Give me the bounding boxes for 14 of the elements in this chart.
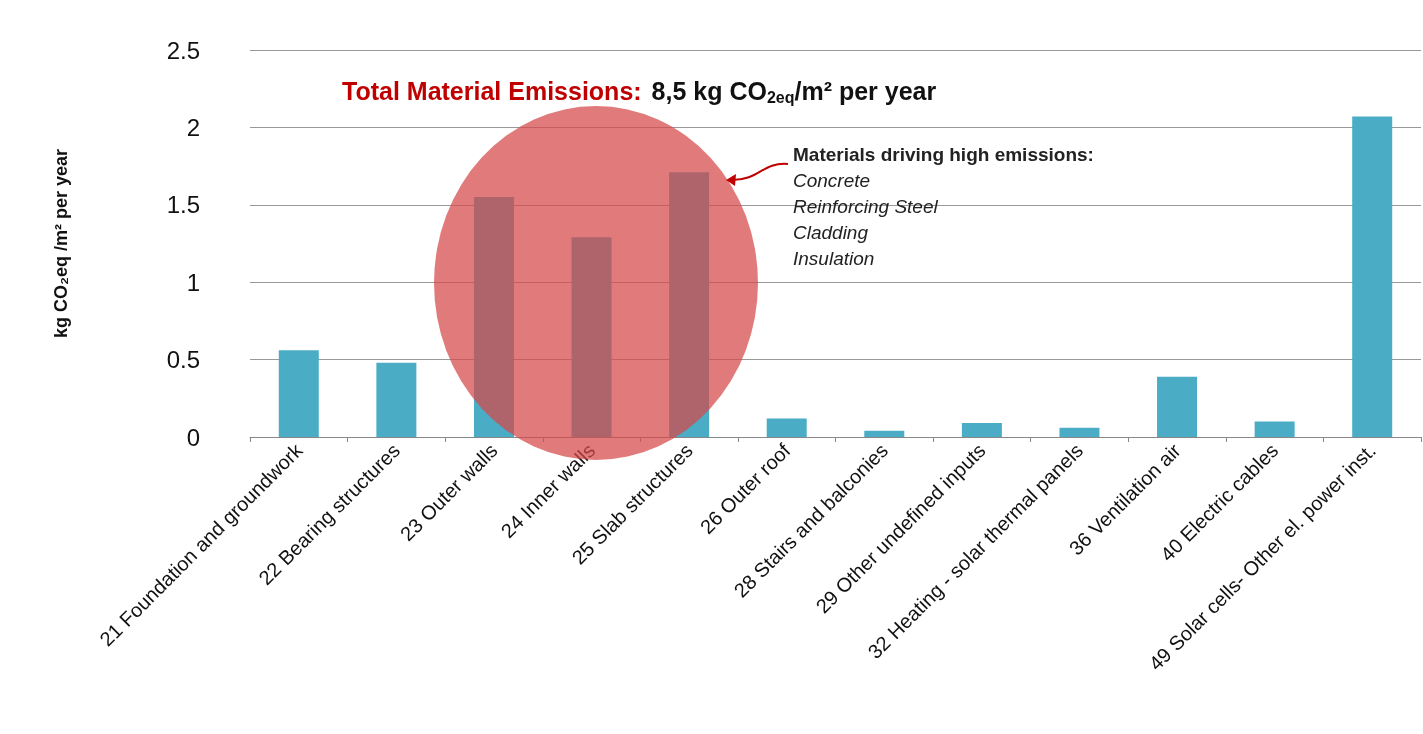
annotation: Insulation — [793, 247, 876, 271]
y-tick-label: 2 — [186, 113, 200, 141]
y-axis-title: kg CO₂eq /m² per year — [51, 148, 71, 339]
y-tick-label: 2.5 — [166, 36, 200, 64]
text: Total Material Emissions: — [342, 77, 642, 105]
annotation: Materials driving high emissions: — [793, 143, 1094, 167]
annotation: Cladding — [793, 221, 869, 245]
y-tick-label: 0.5 — [166, 346, 200, 374]
annotation: Reinforcing Steel — [793, 195, 939, 219]
y-tick-label: 1 — [186, 268, 200, 296]
text: 8,5 kg CO2eq/m² per year — [651, 77, 937, 106]
y-tick-label: 1.5 — [166, 191, 200, 219]
annotation: Concrete — [793, 169, 872, 193]
y-tick-label: 0 — [186, 423, 200, 451]
